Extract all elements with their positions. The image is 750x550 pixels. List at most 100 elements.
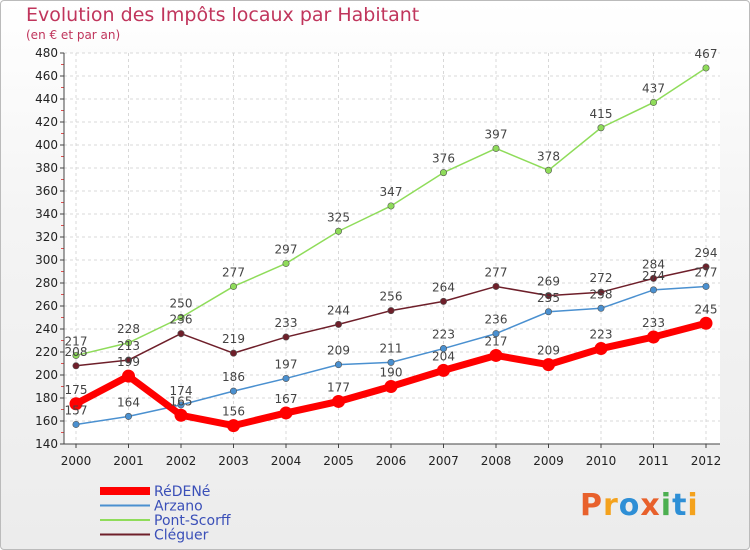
data-point (125, 339, 133, 347)
data-label: 274 (642, 269, 665, 283)
data-point (544, 292, 552, 300)
data-point (177, 330, 185, 338)
data-label: 264 (432, 280, 455, 294)
x-tick-label: 2008 (481, 454, 512, 468)
legend-entry: Arzano (154, 499, 203, 515)
x-tick-label: 2009 (533, 454, 564, 468)
x-tick-label: 2005 (323, 454, 354, 468)
data-label: 174 (170, 384, 193, 398)
data-label: 208 (65, 345, 88, 359)
data-label: 250 (170, 297, 193, 311)
x-tick-label: 2000 (61, 454, 92, 468)
data-label: 211 (380, 341, 403, 355)
data-point (649, 98, 657, 106)
data-label: 467 (695, 47, 718, 61)
data-label: 277 (485, 265, 508, 279)
data-label: 277 (222, 265, 245, 279)
data-label: 277 (695, 265, 718, 279)
data-point (439, 345, 447, 353)
data-point (332, 394, 345, 408)
data-label: 284 (642, 257, 665, 271)
y-tick-label: 480 (35, 46, 58, 60)
data-label: 197 (275, 357, 298, 371)
logo-letter: t (672, 488, 688, 523)
data-label: 397 (485, 127, 508, 141)
proxiti-logo: Proxiti (580, 488, 699, 523)
tick-labels: 140 160 180 200 220 240 260 280 300 320 340 360 380 4… (35, 46, 721, 468)
data-label: 255 (537, 291, 560, 305)
data-point (334, 320, 342, 328)
chart-subtitle: (en € et par an) (26, 28, 121, 42)
chart-title: Evolution des Impôts locaux par Habitant (26, 4, 420, 26)
legend-entry: Pont-Scorff (154, 513, 231, 529)
data-label: 347 (380, 185, 403, 199)
x-tick-label: 2003 (218, 454, 249, 468)
data-point (72, 362, 80, 370)
y-tick-label: 400 (35, 138, 58, 152)
data-labels: 157 164 174 186 197 209 211 223 236 255 258 274 277 2… (65, 47, 718, 419)
data-label: 209 (327, 344, 350, 358)
data-point (69, 397, 83, 411)
data-point (72, 420, 80, 428)
data-point (647, 330, 660, 344)
y-tick-label: 280 (35, 276, 58, 290)
data-point (387, 307, 395, 315)
data-label: 269 (537, 275, 560, 289)
data-point (334, 361, 342, 369)
x-tick-label: 2001 (113, 454, 144, 468)
data-label: 219 (222, 332, 245, 346)
data-label: 156 (222, 405, 245, 419)
axes (60, 52, 720, 448)
x-tick-label: 2010 (586, 454, 617, 468)
data-label: 204 (432, 349, 455, 363)
data-point (282, 374, 290, 382)
y-tick-label: 140 (35, 437, 58, 451)
data-label: 164 (117, 395, 140, 409)
y-tick-label: 200 (35, 368, 58, 382)
data-label: 236 (485, 313, 508, 327)
data-label: 233 (275, 316, 298, 330)
data-label: 297 (275, 242, 298, 256)
data-point (334, 227, 342, 235)
y-tick-label: 440 (35, 92, 58, 106)
data-label: 378 (537, 149, 560, 163)
y-tick-label: 240 (35, 322, 58, 336)
data-point (384, 380, 398, 393)
y-tick-label: 360 (35, 184, 58, 198)
data-point (544, 308, 552, 316)
data-point (227, 419, 240, 433)
logo-letter: i (687, 488, 699, 523)
logo-letter: i (660, 488, 673, 523)
data-point (387, 202, 395, 210)
plot-area (64, 53, 720, 444)
data-point (177, 313, 185, 321)
data-label: 245 (695, 302, 718, 316)
y-tick-label: 160 (35, 414, 58, 428)
x-tick-label: 2004 (271, 454, 302, 468)
data-point (699, 316, 713, 330)
logo-letter: o (618, 488, 641, 523)
data-label: 217 (65, 334, 88, 348)
data-label: 256 (380, 290, 403, 304)
data-point (174, 408, 188, 422)
data-point (439, 169, 447, 177)
y-tick-label: 260 (35, 299, 58, 313)
data-point (282, 259, 290, 267)
data-point (597, 124, 605, 132)
y-tick-label: 380 (35, 161, 58, 175)
y-tick-label: 460 (35, 69, 58, 83)
data-point (597, 304, 605, 312)
data-point (72, 351, 80, 359)
legend-entry: RéDENé (154, 484, 210, 500)
x-tick-label: 2011 (638, 454, 669, 468)
data-point (439, 297, 447, 305)
data-label: 175 (65, 383, 88, 397)
data-label: 223 (432, 328, 455, 342)
data-point (125, 356, 133, 364)
x-tick-label: 2012 (691, 454, 722, 468)
y-tick-label: 220 (35, 345, 58, 359)
data-point (177, 401, 185, 409)
data-label: 165 (170, 394, 193, 408)
